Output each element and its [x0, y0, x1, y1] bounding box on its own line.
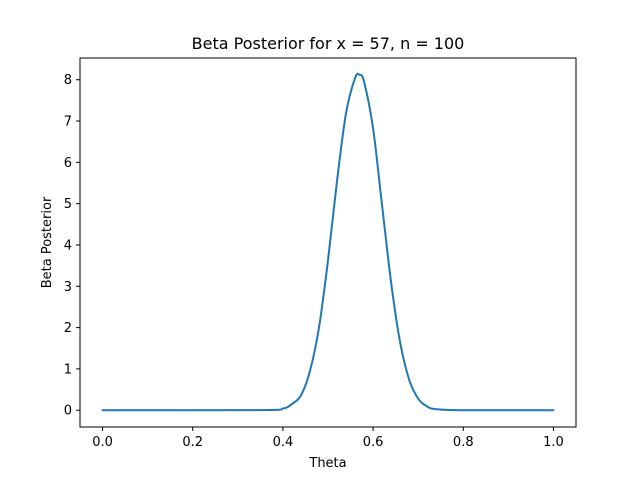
y-axis-label: Beta Posterior: [40, 196, 55, 288]
y-tick-label: 1: [64, 362, 72, 377]
y-tick-label: 7: [64, 115, 72, 130]
y-tick-label: 8: [64, 73, 72, 88]
chart-title: Beta Posterior for x = 57, n = 100: [192, 34, 465, 53]
y-tick-label: 2: [64, 321, 72, 336]
axes-frame: [79, 57, 577, 428]
x-tick-label: 0.0: [92, 435, 113, 450]
x-tick-label: 0.8: [453, 435, 474, 450]
x-tick-label: 0.2: [182, 435, 203, 450]
plot-area: [101, 72, 555, 412]
x-axis: 0.0 0.2 0.4 0.6 0.8 1.0: [92, 427, 564, 450]
y-tick-label: 5: [64, 197, 72, 212]
series-line-0: [101, 72, 555, 412]
y-axis: 0 1 2 3 4 5 6 7 8: [64, 73, 80, 419]
x-tick-label: 0.6: [363, 435, 384, 450]
y-tick-label: 6: [64, 156, 72, 171]
x-tick-label: 1.0: [543, 435, 564, 450]
y-tick-label: 0: [64, 404, 72, 419]
y-tick-label: 4: [64, 238, 72, 253]
x-axis-label: Theta: [308, 456, 346, 471]
y-tick-label: 3: [64, 280, 72, 295]
x-tick-label: 0.4: [273, 435, 294, 450]
